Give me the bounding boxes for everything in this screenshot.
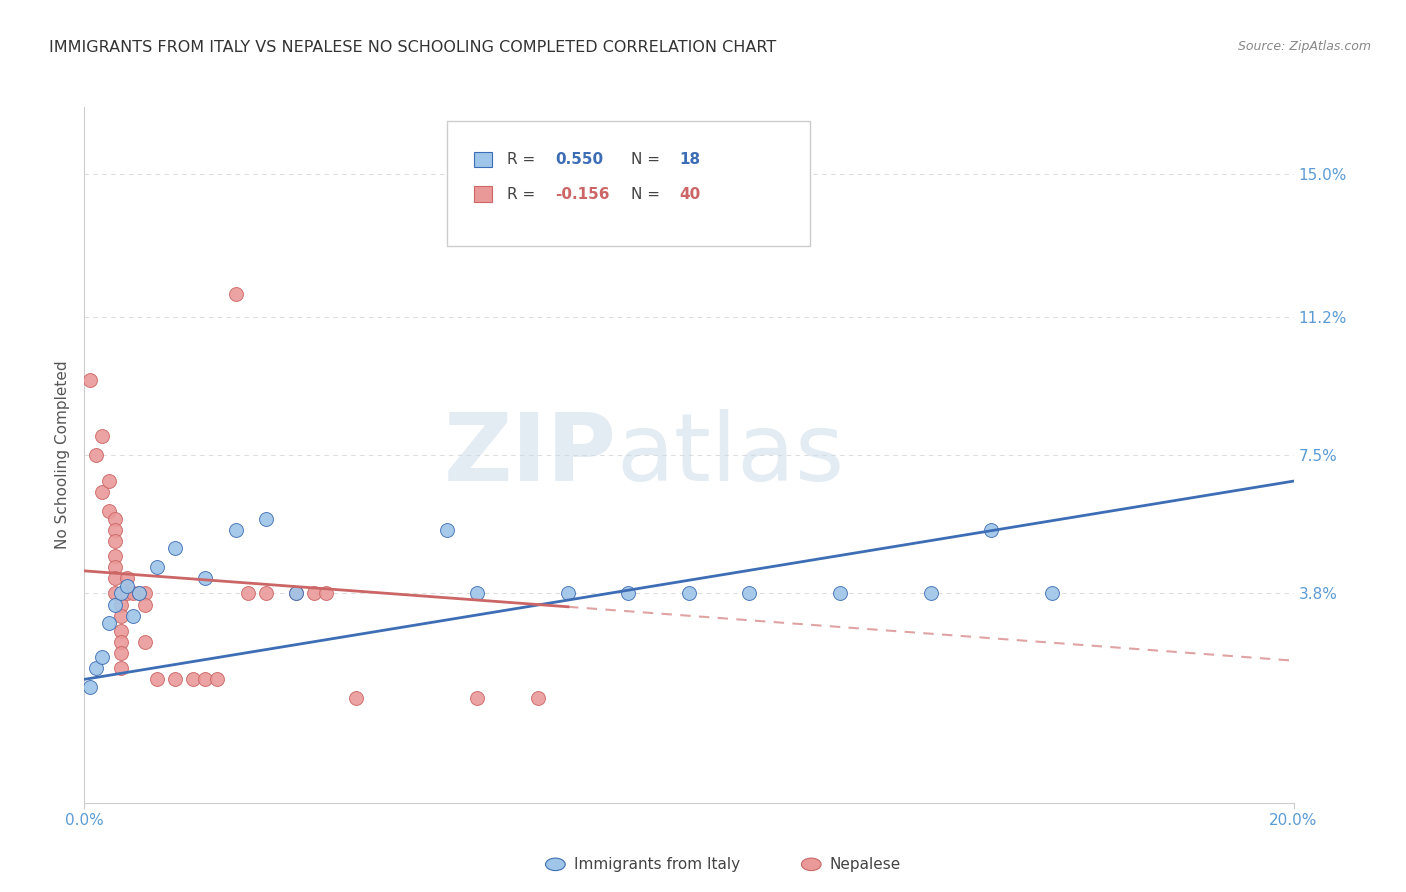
Point	[91, 649, 114, 664]
Point	[128, 586, 150, 600]
Point	[194, 673, 217, 687]
FancyBboxPatch shape	[447, 121, 810, 246]
Text: IMMIGRANTS FROM ITALY VS NEPALESE NO SCHOOLING COMPLETED CORRELATION CHART: IMMIGRANTS FROM ITALY VS NEPALESE NO SCH…	[49, 40, 776, 55]
Point	[115, 571, 138, 585]
Point	[225, 523, 247, 537]
Point	[302, 586, 325, 600]
Point	[91, 485, 114, 500]
Point	[830, 586, 852, 600]
Text: R =: R =	[506, 152, 540, 167]
Text: atlas: atlas	[616, 409, 845, 501]
Point	[527, 691, 550, 706]
Point	[104, 523, 127, 537]
Text: Immigrants from Italy: Immigrants from Italy	[574, 857, 740, 871]
Point	[225, 287, 247, 301]
Point	[467, 691, 489, 706]
Point	[315, 586, 337, 600]
Point	[920, 586, 942, 600]
Text: 18: 18	[679, 152, 700, 167]
Point	[165, 541, 187, 556]
Point	[104, 511, 127, 525]
Point	[104, 549, 127, 563]
Text: N =: N =	[631, 186, 665, 202]
Point	[285, 586, 308, 600]
Point	[181, 673, 204, 687]
Text: 40: 40	[679, 186, 702, 202]
Point	[678, 586, 700, 600]
Point	[738, 586, 761, 600]
Point	[104, 560, 127, 574]
Point	[110, 608, 132, 623]
Text: -0.156: -0.156	[555, 186, 610, 202]
Point	[104, 598, 127, 612]
Point	[115, 586, 138, 600]
Point	[436, 523, 458, 537]
Point	[104, 533, 127, 548]
Point	[134, 586, 156, 600]
Point	[86, 661, 108, 675]
Text: Source: ZipAtlas.com: Source: ZipAtlas.com	[1237, 40, 1371, 54]
Point	[110, 624, 132, 638]
Point	[121, 608, 143, 623]
Point	[285, 586, 308, 600]
Point	[617, 586, 640, 600]
Y-axis label: No Schooling Completed: No Schooling Completed	[55, 360, 70, 549]
Point	[467, 586, 489, 600]
Point	[194, 571, 217, 585]
Point	[79, 373, 101, 387]
Point	[115, 579, 138, 593]
Point	[128, 586, 150, 600]
Point	[91, 429, 114, 443]
Point	[110, 598, 132, 612]
Text: 0.550: 0.550	[555, 152, 603, 167]
Point	[121, 586, 143, 600]
Point	[254, 511, 277, 525]
Text: ZIP: ZIP	[443, 409, 616, 501]
Point	[110, 661, 132, 675]
Point	[980, 523, 1002, 537]
Text: Nepalese: Nepalese	[830, 857, 901, 871]
Point	[104, 571, 127, 585]
Point	[207, 673, 229, 687]
Point	[146, 673, 169, 687]
Point	[134, 598, 156, 612]
Point	[134, 635, 156, 649]
Point	[110, 586, 132, 600]
Point	[254, 586, 277, 600]
Point	[1040, 586, 1063, 600]
Point	[110, 635, 132, 649]
Point	[557, 586, 579, 600]
Text: R =: R =	[506, 186, 540, 202]
Point	[236, 586, 259, 600]
Point	[346, 691, 368, 706]
Point	[97, 504, 120, 518]
Point	[165, 673, 187, 687]
Text: N =: N =	[631, 152, 665, 167]
Point	[146, 560, 169, 574]
Point	[86, 448, 108, 462]
Point	[104, 586, 127, 600]
Point	[97, 474, 120, 488]
FancyBboxPatch shape	[474, 186, 492, 202]
Point	[110, 646, 132, 660]
Point	[79, 680, 101, 694]
Point	[97, 616, 120, 631]
FancyBboxPatch shape	[474, 152, 492, 167]
